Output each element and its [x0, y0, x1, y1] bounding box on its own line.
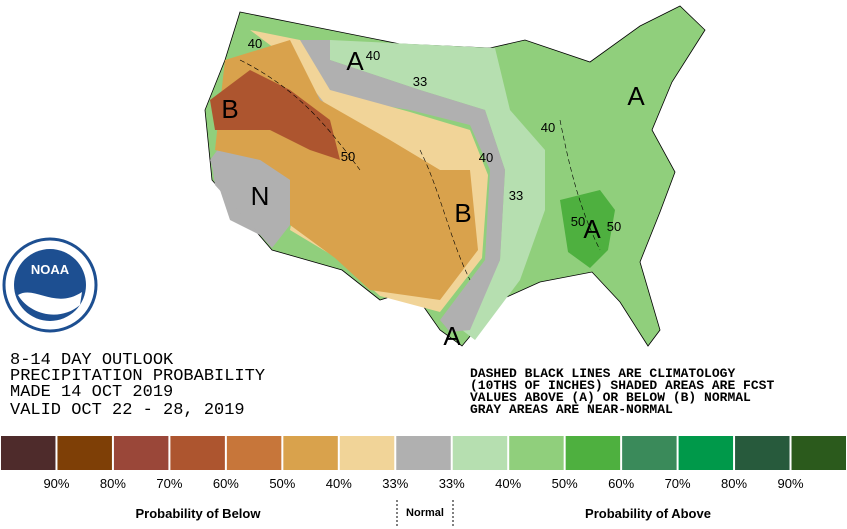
- map-label: N: [251, 181, 270, 211]
- note-line: GRAY AREAS ARE NEAR-NORMAL: [470, 402, 673, 417]
- header-line: MADE 14 OCT 2019: [10, 383, 173, 402]
- map-label: 50: [607, 219, 621, 234]
- outlook-header: 8-14 DAY OUTLOOK PRECIPITATION PROBABILI…: [10, 351, 265, 420]
- note-line: (10THS OF INCHES) SHADED AREAS ARE FCST: [470, 378, 774, 393]
- legend-above: Probability of Above: [585, 506, 711, 521]
- gray-west: [212, 160, 290, 248]
- legend-swatch: [565, 436, 621, 470]
- legend-label: 60%: [213, 476, 239, 491]
- map-label: 40: [366, 48, 380, 63]
- legend-label: 50%: [552, 476, 578, 491]
- map-label: B: [221, 94, 238, 124]
- legend-swatch: [791, 436, 846, 470]
- legend: 90% 80% 70% 60% 50% 40% 33% 33% 40% 50% 60% 70% 80% 9…: [1, 436, 846, 491]
- header-line: PRECIPITATION PROBABILITY: [10, 367, 265, 386]
- map-label: A: [346, 46, 364, 76]
- legend-swatch: [735, 436, 790, 470]
- bright-green-area: [560, 190, 615, 268]
- legend-swatch: [113, 436, 169, 470]
- legend-label: 60%: [608, 476, 634, 491]
- legend-swatch: [170, 436, 225, 470]
- legend-swatch: [1, 436, 56, 470]
- legend-swatch: [452, 436, 508, 470]
- header-line: VALID OCT 22 - 28, 2019: [10, 401, 245, 420]
- brown-area: [210, 70, 340, 160]
- legend-label: 70%: [156, 476, 182, 491]
- map-label: B: [454, 198, 471, 228]
- light-green-area: [330, 40, 545, 340]
- legend-label: 40%: [495, 476, 521, 491]
- map-label: 40: [541, 120, 555, 135]
- legend-label: 70%: [665, 476, 691, 491]
- legend-label: 33%: [439, 476, 465, 491]
- climatology-lines: [239, 59, 601, 281]
- legend-swatch: [396, 436, 451, 470]
- legend-label: 90%: [778, 476, 804, 491]
- map-label: 40: [479, 150, 493, 165]
- noaa-logo: NOAA: [2, 237, 98, 333]
- legend-label: 50%: [269, 476, 295, 491]
- legend-below: Probability of Below: [136, 506, 262, 521]
- legend-label: 33%: [382, 476, 408, 491]
- legend-swatch: [226, 436, 282, 470]
- map-label: 50: [341, 149, 355, 164]
- map-label: 40: [248, 36, 262, 51]
- legend-normal: Normal: [406, 507, 444, 519]
- logo-gull: [18, 292, 82, 315]
- map-label: 33: [413, 74, 427, 89]
- legend-swatch: [509, 436, 564, 470]
- notes: DASHED BLACK LINES ARE CLIMATOLOGY (10TH…: [470, 366, 774, 417]
- legend-label: 80%: [100, 476, 126, 491]
- map-label: 33: [509, 188, 523, 203]
- map: [204, 5, 706, 347]
- note-line: VALUES ABOVE (A) OR BELOW (B) NORMAL: [470, 390, 751, 405]
- legend-swatch: [339, 436, 395, 470]
- legend-label: 40%: [326, 476, 352, 491]
- legend-swatch: [622, 436, 677, 470]
- note-line: DASHED BLACK LINES ARE CLIMATOLOGY: [470, 366, 735, 381]
- map-label: A: [443, 321, 461, 351]
- map-label: A: [627, 81, 645, 111]
- legend-label: 80%: [721, 476, 747, 491]
- header-line: 8-14 DAY OUTLOOK: [10, 351, 174, 370]
- legend-swatch: [57, 436, 112, 470]
- legend-label: 90%: [43, 476, 69, 491]
- legend-swatch: [283, 436, 338, 470]
- map-label: A: [583, 214, 601, 244]
- legend-swatch: [678, 436, 734, 470]
- logo-text: NOAA: [31, 262, 70, 277]
- map-label: 50: [571, 214, 585, 229]
